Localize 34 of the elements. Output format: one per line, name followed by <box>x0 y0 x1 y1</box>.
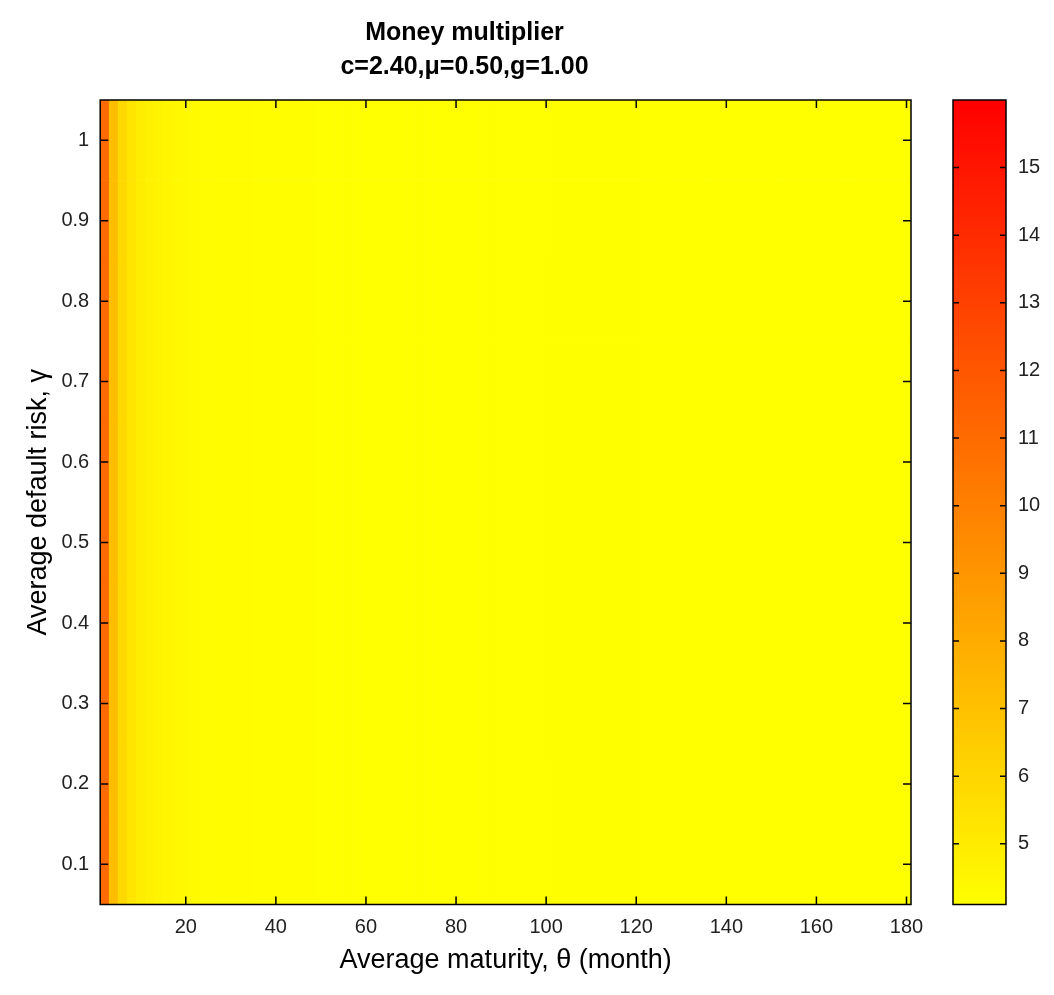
y-tick-label: 0.7 <box>61 369 90 392</box>
x-axis-title: Average maturity, θ (month) <box>339 944 672 975</box>
color-bar-label: 8 <box>1018 628 1030 651</box>
x-tick-label: 80 <box>444 915 468 938</box>
chart-title: Money multiplier <box>365 16 565 45</box>
x-tick-label: 60 <box>354 915 378 938</box>
x-tick-label: 120 <box>619 915 653 938</box>
color-bar-label: 14 <box>1018 222 1041 245</box>
color-bar-label: 7 <box>1018 696 1030 719</box>
color-bar-label: 11 <box>1018 425 1039 448</box>
y-tick-label: 0.9 <box>61 208 90 231</box>
x-tick-label: 100 <box>529 915 563 938</box>
y-tick-label: 0.8 <box>61 288 90 311</box>
y-tick-label: 0.2 <box>61 771 90 794</box>
y-axis-title: Average default risk, γ <box>21 368 52 636</box>
color-bar-label: 5 <box>1018 831 1030 854</box>
y-tick-label: 0.6 <box>61 449 90 472</box>
x-tick-label: 160 <box>799 915 834 938</box>
chart-subtitle: c=2.40,μ=0.50,g=1.00 <box>340 50 589 79</box>
color-bar-label: 6 <box>1018 763 1030 786</box>
y-tick-label: 0.5 <box>61 530 90 553</box>
x-tick-label: 140 <box>709 915 744 938</box>
color-bar-label: 10 <box>1018 493 1041 516</box>
y-tick-label: 0.1 <box>61 851 90 874</box>
color-bar-label: 12 <box>1018 357 1041 380</box>
x-tick-label: 180 <box>889 915 924 938</box>
color-bar-label: 9 <box>1018 560 1030 583</box>
color-bar-label: 13 <box>1018 290 1041 313</box>
x-tick-label: 40 <box>264 915 287 938</box>
color-bar-label: 15 <box>1018 155 1041 178</box>
x-tick-label: 20 <box>174 915 197 938</box>
y-tick-label: 1 <box>78 127 90 150</box>
y-tick-label: 0.3 <box>61 690 90 713</box>
y-tick-label: 0.4 <box>61 610 90 633</box>
